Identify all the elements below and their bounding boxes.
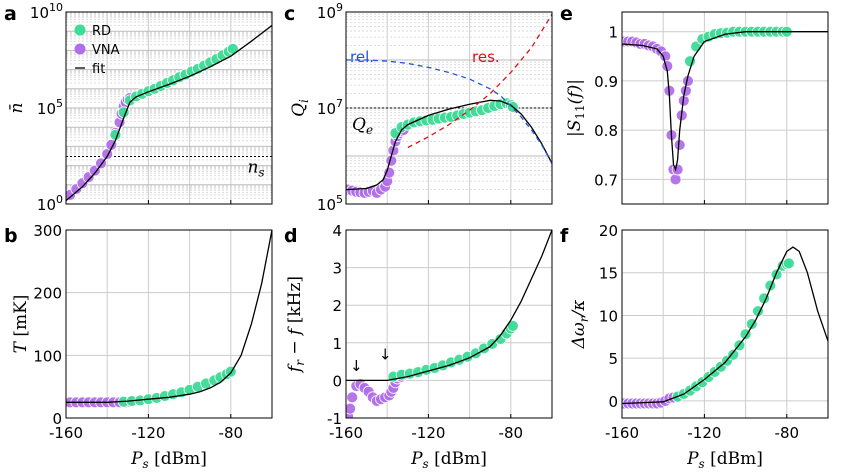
rd-point	[727, 348, 740, 361]
series-group	[622, 25, 828, 186]
y-tick-label: 15	[599, 265, 618, 283]
panel-label-c: c	[284, 3, 295, 25]
fit-curve	[66, 230, 272, 403]
series-group	[66, 230, 272, 409]
y-tick-label: 100	[33, 347, 62, 365]
legend-vna-label: VNA	[92, 43, 120, 58]
fit-curve	[346, 99, 552, 191]
fit-curve	[622, 31, 828, 172]
x-tick-label: -80	[775, 424, 800, 442]
y-tick-label: 5	[608, 350, 618, 368]
y-tick-label: 0	[332, 372, 342, 390]
ns-annotation: ns	[247, 157, 264, 179]
res-annotation: res.	[472, 48, 500, 66]
fit-curve	[622, 246, 828, 405]
y-axis-label: n̄	[7, 103, 27, 114]
vna-point	[669, 173, 682, 186]
fit-curve	[66, 24, 272, 202]
y-tick-label: 10	[599, 307, 618, 325]
vna-point	[673, 139, 686, 151]
rel-annotation: rel.	[350, 48, 374, 66]
annotation-arrow: ↓	[350, 357, 363, 375]
x-tick-label: -120	[687, 424, 721, 442]
y-tick-label: 105	[37, 97, 63, 118]
legend-rd-label: RD	[92, 24, 111, 39]
y-axis-label: T [mK]	[11, 295, 31, 354]
x-tick-label: -80	[499, 424, 524, 442]
axes-frame	[345, 11, 553, 205]
y-axis-label: fr − f [kHz]	[285, 276, 307, 374]
y-tick-label: 0.9	[594, 73, 618, 91]
panel-label-a: a	[4, 3, 17, 25]
rel-curve	[346, 59, 552, 164]
y-tick-label: 1	[332, 335, 342, 353]
legend-rd-marker	[74, 24, 86, 36]
annotation-arrow: ↓	[379, 346, 392, 364]
y-tick-label: 200	[33, 285, 62, 303]
rd-point	[782, 257, 795, 270]
y-tick-label: 1	[608, 24, 618, 42]
y-tick-label: 20	[599, 222, 618, 240]
axes-frame	[621, 229, 829, 419]
y-tick-label: 0	[608, 393, 618, 411]
rd-point	[226, 42, 239, 55]
panel-label-b: b	[4, 225, 18, 247]
vna-point	[346, 391, 359, 404]
y-axis-label: |S11(f)|	[565, 79, 587, 137]
series-group	[622, 246, 828, 410]
x-tick-label: -160	[605, 424, 639, 442]
vna-point	[346, 402, 357, 415]
y-tick-label: 300	[33, 222, 62, 240]
axes-frame	[65, 11, 273, 205]
panel-label-d: d	[284, 225, 298, 247]
x-axis-label: Ps [dBm]	[130, 449, 207, 471]
x-tick-label: -120	[131, 424, 165, 442]
y-tick-label: 109	[317, 1, 343, 22]
series-group	[66, 24, 272, 202]
x-tick-label: -160	[49, 424, 83, 442]
y-tick-label: 100	[37, 193, 63, 214]
panel-label-e: e	[560, 3, 573, 25]
y-tick-label: 1010	[30, 1, 63, 22]
x-tick-label: -80	[219, 424, 244, 442]
y-tick-label: 3	[332, 260, 342, 278]
y-tick-label: 0.7	[594, 171, 618, 189]
axes-frame	[65, 229, 273, 419]
x-tick-label: -120	[411, 424, 445, 442]
panel-label-f: f	[560, 225, 569, 247]
fit-curve	[346, 230, 552, 382]
legend-fit-label: fit	[92, 62, 105, 77]
qe-annotation: Qe	[352, 115, 373, 137]
y-tick-label: -1	[327, 410, 342, 428]
x-axis-label: Ps [dBm]	[686, 449, 763, 471]
y-tick-label: 105	[317, 193, 343, 214]
series-group	[346, 13, 552, 199]
axes-frame	[621, 11, 829, 205]
rd-point	[684, 55, 696, 68]
y-axis-label: Qi	[289, 99, 311, 117]
y-tick-label: 0	[52, 410, 62, 428]
x-tick-label: -160	[329, 424, 363, 442]
x-axis-label: Ps [dBm]	[410, 449, 487, 471]
y-axis-label: Δωr/κ	[569, 300, 591, 350]
vna-point	[659, 50, 672, 63]
legend-vna-marker	[74, 43, 86, 55]
y-tick-label: 0.8	[594, 122, 618, 140]
y-tick-label: 2	[332, 297, 342, 315]
series-group	[346, 230, 552, 418]
axes-frame	[345, 229, 553, 419]
vna-point	[383, 166, 396, 179]
y-tick-label: 4	[332, 222, 342, 240]
y-tick-label: 107	[317, 97, 343, 118]
